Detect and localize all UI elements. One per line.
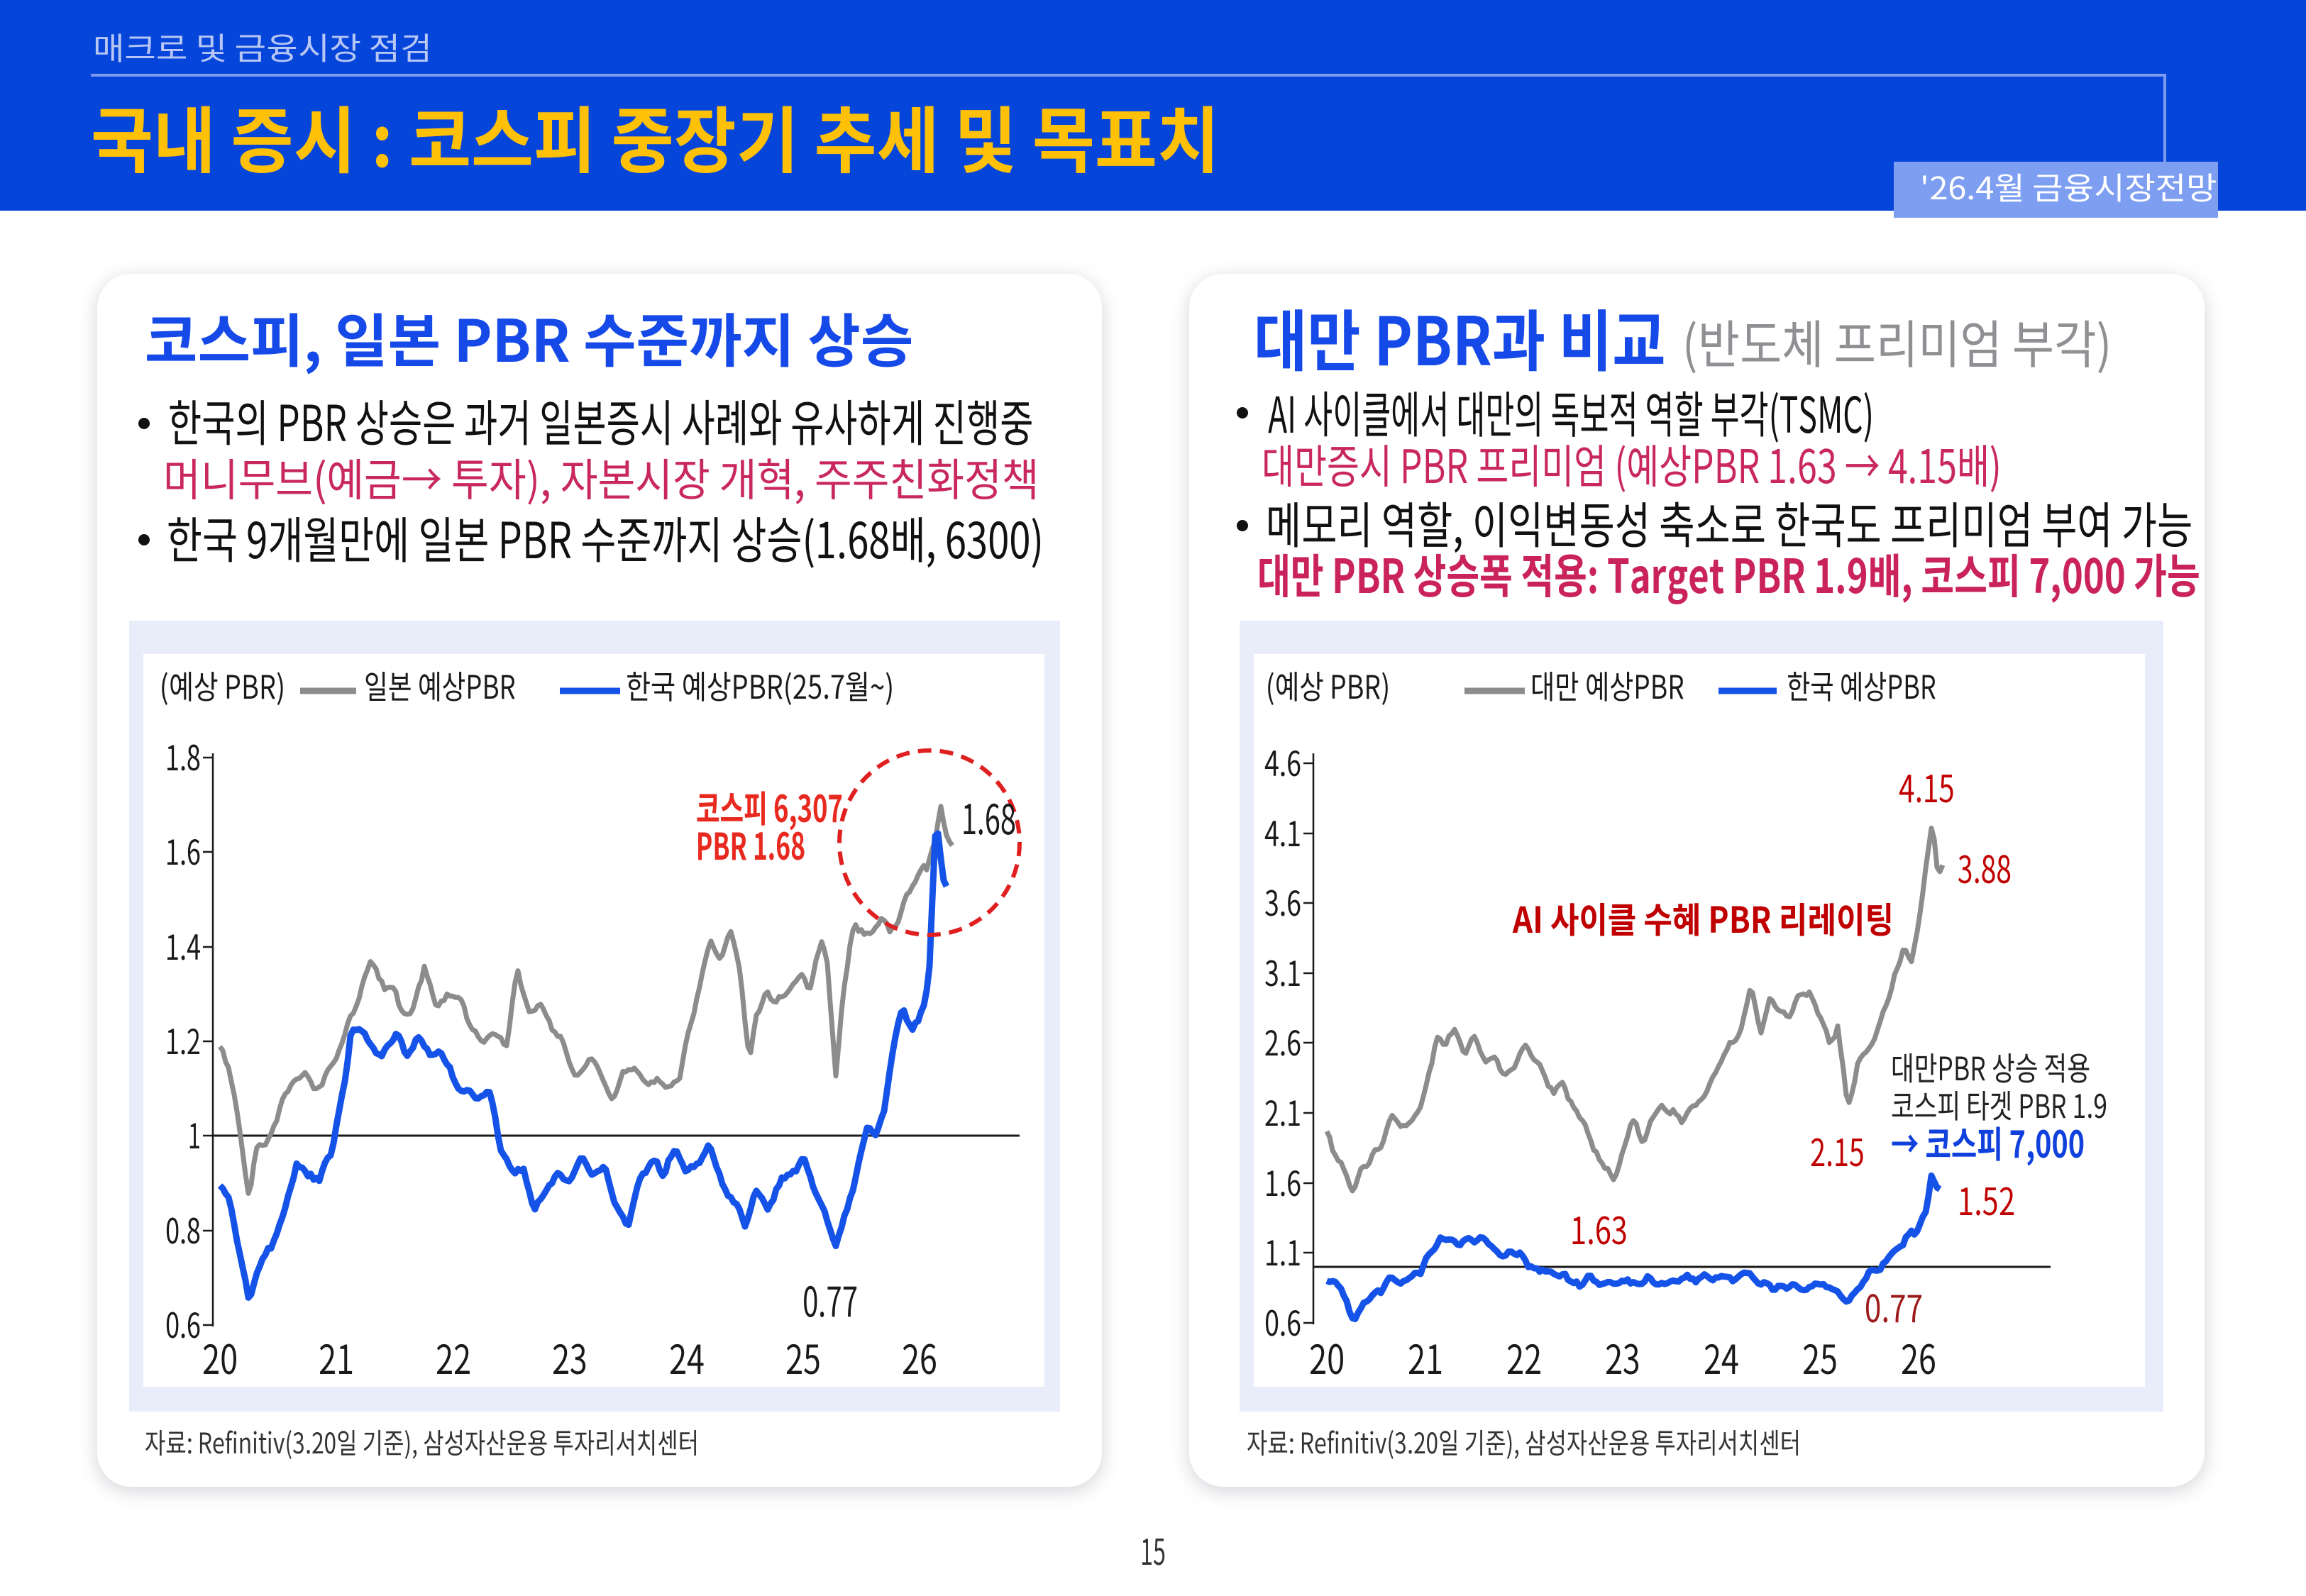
svg-text:20: 20: [202, 1329, 238, 1386]
svg-text:코스피 타겟 PBR 1.9: 코스피 타겟 PBR 1.9: [1891, 1081, 2107, 1128]
svg-text:26: 26: [1901, 1329, 1936, 1386]
svg-text:코스피 6,307: 코스피 6,307: [696, 780, 843, 833]
svg-text:대만 예상PBR: 대만 예상PBR: [1530, 662, 1684, 709]
svg-text:1: 1: [188, 1109, 201, 1158]
svg-text:3.1: 3.1: [1264, 946, 1301, 996]
svg-text:24: 24: [669, 1329, 705, 1386]
svg-text:3.88: 3.88: [1958, 841, 2012, 894]
svg-text:20: 20: [1309, 1329, 1345, 1386]
svg-text:1.8: 1.8: [165, 731, 201, 780]
svg-text:24: 24: [1704, 1329, 1739, 1386]
svg-text:21: 21: [319, 1329, 354, 1386]
svg-text:PBR 1.68: PBR 1.68: [696, 817, 805, 870]
svg-text:1.4: 1.4: [165, 920, 201, 970]
svg-text:1.2: 1.2: [165, 1014, 201, 1064]
svg-text:1.6: 1.6: [165, 825, 201, 875]
svg-text:22: 22: [1506, 1329, 1542, 1386]
svg-text:대만PBR 상승 적용: 대만PBR 상승 적용: [1891, 1043, 2090, 1090]
svg-text:0.6: 0.6: [165, 1298, 201, 1348]
svg-text:2.6: 2.6: [1264, 1016, 1301, 1065]
svg-text:0.77: 0.77: [802, 1269, 858, 1329]
svg-text:1.63: 1.63: [1570, 1202, 1628, 1256]
svg-text:25: 25: [1802, 1329, 1838, 1386]
svg-text:0.77: 0.77: [1865, 1280, 1923, 1334]
svg-text:25: 25: [785, 1329, 821, 1386]
svg-text:23: 23: [552, 1329, 587, 1386]
svg-text:0.6: 0.6: [1264, 1296, 1301, 1346]
svg-text:1.6: 1.6: [1264, 1156, 1301, 1206]
svg-text:21: 21: [1408, 1329, 1443, 1386]
svg-text:AI 사이클 수혜 PBR 리레이팅: AI 사이클 수혜 PBR 리레이팅: [1512, 892, 1894, 943]
svg-text:(예상 PBR): (예상 PBR): [160, 662, 285, 709]
svg-text:→ 코스피 7,000: → 코스피 7,000: [1891, 1115, 2085, 1168]
svg-text:1.68: 1.68: [961, 787, 1016, 846]
svg-text:26: 26: [902, 1329, 937, 1386]
svg-text:4.1: 4.1: [1264, 807, 1301, 856]
svg-text:3.6: 3.6: [1264, 876, 1301, 926]
svg-text:(예상 PBR): (예상 PBR): [1266, 662, 1390, 709]
svg-text:2.1: 2.1: [1264, 1086, 1301, 1136]
svg-text:23: 23: [1605, 1329, 1640, 1386]
svg-text:0.8: 0.8: [165, 1204, 201, 1253]
svg-text:15: 15: [1140, 1524, 1166, 1575]
svg-text:4.15: 4.15: [1899, 760, 1955, 814]
svg-text:2.15: 2.15: [1810, 1124, 1865, 1177]
svg-text:일본 예상PBR: 일본 예상PBR: [364, 662, 516, 709]
svg-text:한국 예상PBR: 한국 예상PBR: [1787, 662, 1936, 709]
svg-text:22: 22: [436, 1329, 471, 1386]
svg-text:한국 예상PBR(25.7월~): 한국 예상PBR(25.7월~): [626, 662, 894, 709]
svg-text:1.1: 1.1: [1264, 1226, 1301, 1275]
svg-text:4.6: 4.6: [1264, 736, 1301, 786]
svg-text:1.52: 1.52: [1958, 1173, 2015, 1226]
